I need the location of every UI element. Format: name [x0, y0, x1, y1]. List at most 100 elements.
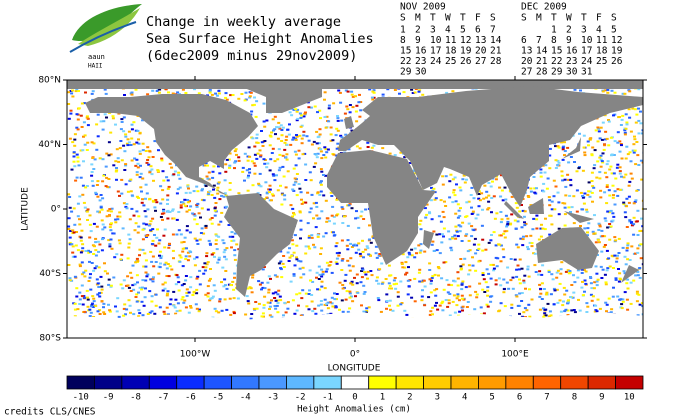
anomaly-pixel [68, 137, 72, 140]
anomaly-pixel [625, 123, 629, 126]
anomaly-pixel [127, 130, 131, 133]
anomaly-pixel [273, 305, 277, 307]
anomaly-pixel [376, 297, 380, 299]
anomaly-pixel [257, 184, 261, 187]
anomaly-pixel [138, 254, 141, 257]
colorbar-swatch [587, 375, 616, 390]
anomaly-pixel [586, 231, 589, 234]
anomaly-pixel [591, 230, 595, 233]
anomaly-pixel [256, 141, 260, 144]
anomaly-pixel [268, 169, 272, 172]
anomaly-pixel [455, 230, 459, 233]
anomaly-pixel [636, 154, 640, 157]
anomaly-pixel [172, 290, 176, 293]
anomaly-pixel [628, 259, 632, 261]
anomaly-pixel [606, 210, 610, 213]
calendar-day: 7 [536, 35, 542, 46]
anomaly-pixel [486, 286, 490, 289]
anomaly-pixel [306, 191, 310, 194]
anomaly-pixel [180, 284, 184, 287]
anomaly-pixel [357, 226, 361, 229]
anomaly-pixel [576, 269, 580, 272]
anomaly-pixel [533, 191, 537, 194]
anomaly-pixel [516, 264, 520, 267]
colorbar-swatch [121, 375, 150, 390]
anomaly-pixel [279, 184, 282, 187]
anomaly-pixel [195, 307, 199, 310]
anomaly-pixel [90, 180, 94, 183]
anomaly-pixel [145, 192, 149, 195]
anomaly-pixel [189, 205, 193, 208]
anomaly-pixel [310, 193, 314, 196]
anomaly-pixel [195, 277, 199, 280]
anomaly-pixel [134, 261, 138, 264]
anomaly-pixel [634, 274, 638, 277]
anomaly-pixel [323, 303, 327, 306]
anomaly-pixel [527, 196, 531, 198]
anomaly-pixel [603, 191, 607, 194]
anomaly-pixel [152, 179, 155, 182]
anomaly-pixel [72, 155, 76, 158]
anomaly-pixel [78, 223, 82, 226]
anomaly-pixel [580, 272, 584, 274]
anomaly-pixel [138, 132, 142, 135]
anomaly-pixel [603, 138, 607, 141]
anomaly-pixel [596, 140, 600, 143]
anomaly-pixel [609, 311, 613, 314]
anomaly-pixel [163, 281, 167, 284]
anomaly-pixel [356, 291, 360, 294]
anomaly-pixel [130, 159, 134, 162]
anomaly-pixel [325, 220, 329, 223]
anomaly-pixel [489, 295, 492, 298]
anomaly-pixel [386, 88, 390, 91]
anomaly-pixel [606, 91, 610, 94]
anomaly-pixel [419, 219, 423, 222]
anomaly-pixel [140, 288, 144, 291]
anomaly-pixel [507, 287, 511, 290]
anomaly-pixel [122, 116, 126, 119]
anomaly-pixel [92, 269, 96, 272]
anomaly-pixel [592, 167, 596, 170]
anomaly-pixel [557, 146, 561, 149]
anomaly-pixel [344, 273, 348, 276]
anomaly-pixel [364, 208, 368, 211]
anomaly-pixel [259, 155, 263, 158]
anomaly-pixel [271, 194, 275, 197]
anomaly-pixel [464, 234, 468, 237]
antarctic-mask [67, 312, 643, 338]
anomaly-pixel [191, 294, 195, 296]
anomaly-pixel [618, 150, 622, 153]
anomaly-pixel [497, 310, 501, 313]
anomaly-pixel [80, 284, 84, 287]
anomaly-pixel [457, 209, 461, 212]
anomaly-pixel [101, 197, 105, 200]
anomaly-pixel [308, 247, 312, 250]
anomaly-pixel [228, 166, 231, 169]
anomaly-pixel [281, 262, 285, 265]
anomaly-pixel [563, 141, 566, 144]
anomaly-pixel [228, 164, 232, 167]
anomaly-pixel [612, 154, 616, 156]
anomaly-pixel [385, 300, 389, 302]
anomaly-pixel [549, 314, 553, 317]
calendar-day: 5 [460, 25, 466, 36]
anomaly-pixel [171, 92, 175, 95]
anomaly-pixel [320, 210, 324, 213]
anomaly-pixel [573, 88, 577, 91]
anomaly-pixel [639, 122, 643, 125]
anomaly-pixel [80, 102, 84, 105]
anomaly-pixel [322, 194, 326, 197]
anomaly-pixel [103, 113, 107, 116]
anomaly-pixel [114, 123, 117, 126]
anomaly-pixel [75, 287, 79, 290]
anomaly-pixel [608, 223, 612, 225]
anomaly-pixel [355, 120, 359, 123]
anomaly-pixel [319, 117, 322, 120]
anomaly-pixel [233, 167, 236, 170]
anomaly-pixel [395, 282, 398, 285]
anomaly-pixel [452, 191, 456, 194]
anomaly-pixel [629, 130, 633, 133]
anomaly-pixel [372, 96, 376, 99]
colorbar-label: Height Anomalies (cm) [297, 405, 411, 415]
anomaly-pixel [135, 195, 139, 198]
